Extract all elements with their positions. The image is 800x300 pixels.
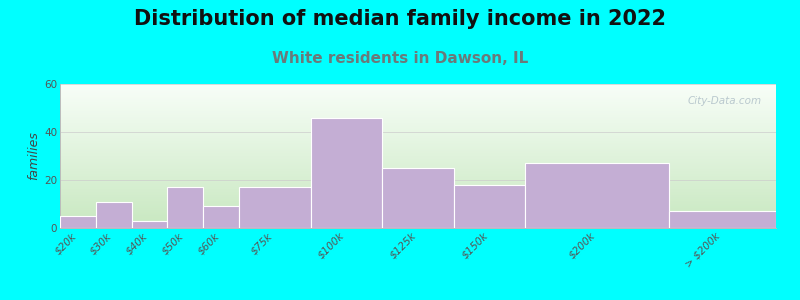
Bar — [526, 163, 669, 228]
Bar — [239, 187, 310, 228]
Bar — [454, 185, 526, 228]
Bar — [132, 221, 167, 228]
Bar — [167, 187, 203, 228]
Bar — [382, 168, 454, 228]
Bar — [96, 202, 132, 228]
Bar — [60, 216, 96, 228]
Bar — [669, 211, 776, 228]
Text: City-Data.com: City-Data.com — [687, 95, 762, 106]
Bar — [203, 206, 239, 228]
Text: White residents in Dawson, IL: White residents in Dawson, IL — [272, 51, 528, 66]
Text: Distribution of median family income in 2022: Distribution of median family income in … — [134, 9, 666, 29]
Bar — [310, 118, 382, 228]
Y-axis label: families: families — [27, 132, 40, 180]
